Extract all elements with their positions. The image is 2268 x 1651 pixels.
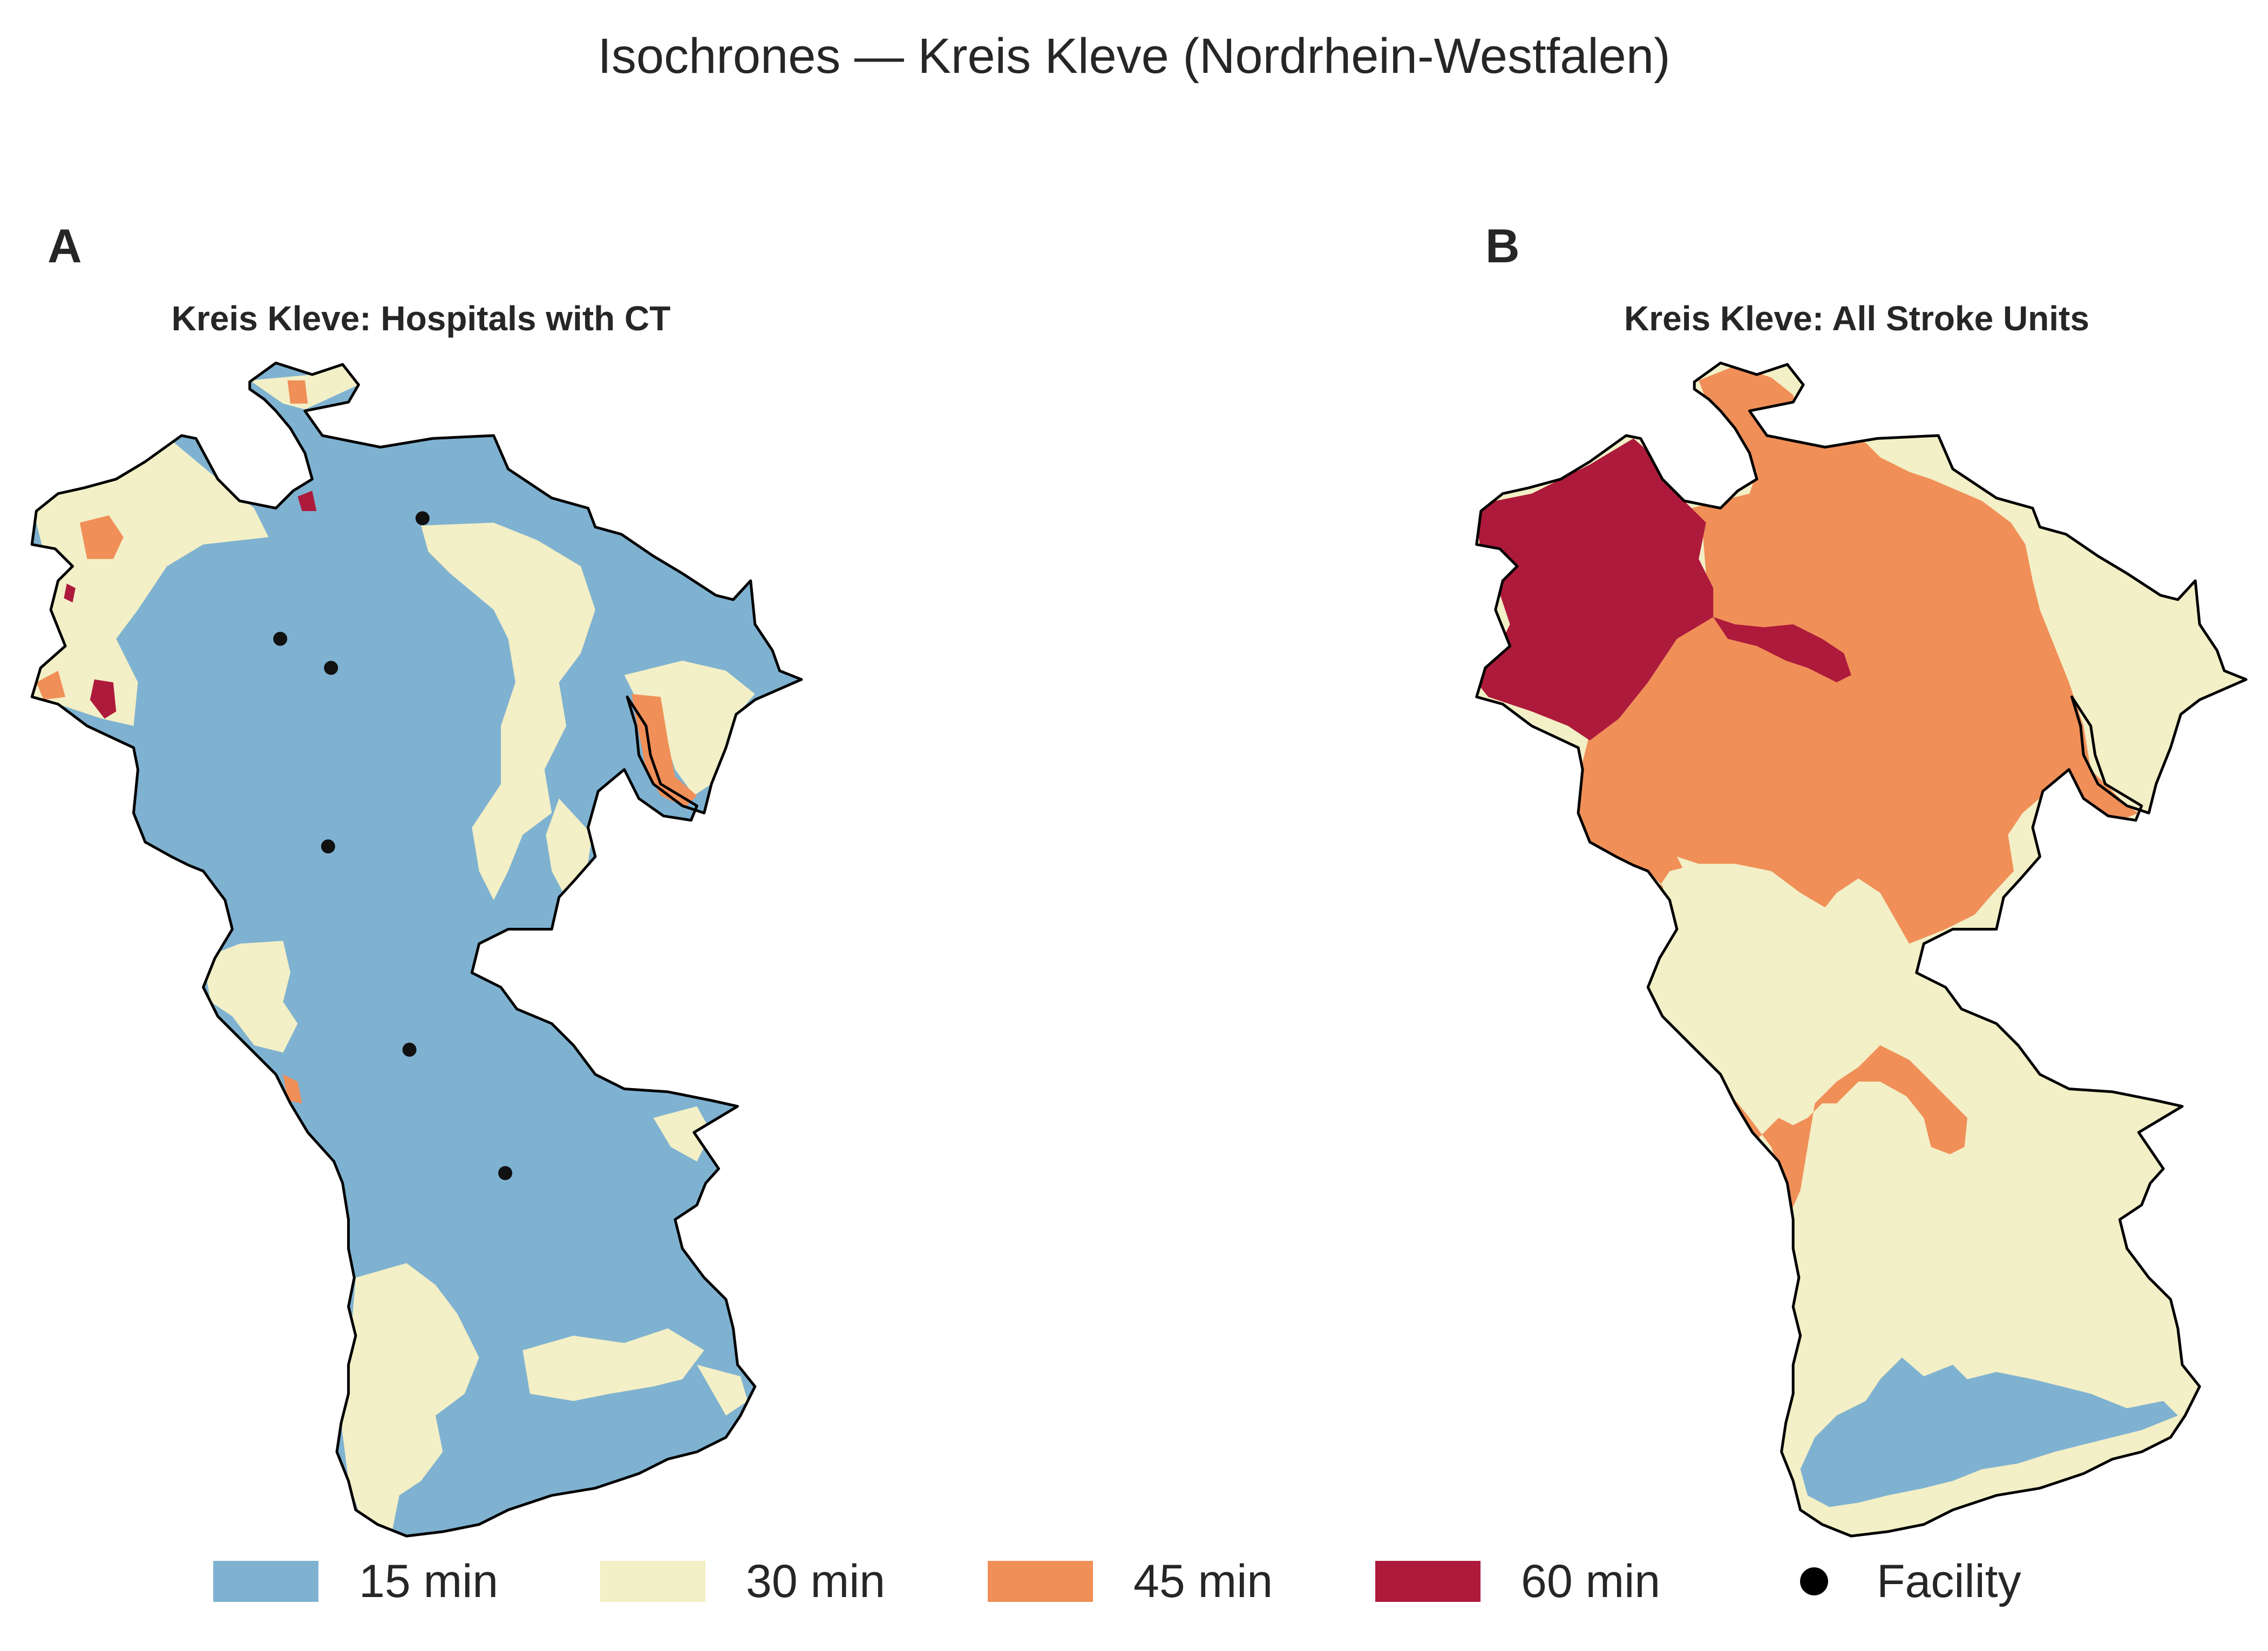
isochrone-60min-area-0 <box>1476 438 1714 740</box>
panel-b-title: Kreis Kleve: All Stroke Units <box>1624 299 2089 338</box>
isochrone-30min-area-9 <box>697 1364 748 1416</box>
isochrone-30min-area-2 <box>421 522 595 900</box>
isochrone-60min-area-1 <box>1713 617 1851 683</box>
isochrone-60min-area-0 <box>90 679 117 719</box>
legend-label-facility: Facility <box>1877 1555 2021 1607</box>
legend-swatch-30 <box>600 1561 705 1602</box>
legend-label-60: 60 min <box>1521 1555 1661 1607</box>
legend-item-15: 15 min <box>213 1554 498 1608</box>
legend: 15 min 30 min 45 min 60 min Facility <box>0 1554 2268 1619</box>
facility-marker-5 <box>402 1042 417 1057</box>
isochrone-30min-corridor-0 <box>1676 857 1837 923</box>
facility-marker-3 <box>324 661 338 675</box>
facility-marker-icon <box>1800 1567 1828 1595</box>
facility-marker-4 <box>321 839 335 854</box>
map-panel-a <box>30 362 803 1538</box>
isochrone-45min-area-0 <box>1578 365 2139 1220</box>
facility-marker-1 <box>415 511 430 526</box>
facility-marker-6 <box>498 1166 513 1180</box>
facility-marker-2 <box>273 631 288 646</box>
district-outline <box>1475 362 2247 1538</box>
map-panel-b <box>1475 362 2247 1538</box>
isochrone-30min-area-3 <box>624 661 755 796</box>
legend-item-30: 30 min <box>600 1554 885 1608</box>
panel-a-title: Kreis Kleve: Hospitals with CT <box>171 299 671 338</box>
district-outline <box>30 362 803 1538</box>
isochrone-15min-area-0 <box>1800 1357 2178 1507</box>
isochrone-45min-area-3 <box>287 380 308 404</box>
isochrone-30min-area-0 <box>32 443 269 726</box>
isochrone-30min-area-5 <box>203 941 298 1053</box>
legend-swatch-60 <box>1375 1561 1481 1602</box>
panel-a-letter: A <box>47 219 82 273</box>
legend-label-45: 45 min <box>1133 1555 1273 1607</box>
legend-item-45: 45 min <box>988 1554 1273 1608</box>
legend-label-15: 15 min <box>359 1555 499 1607</box>
isochrone-45min-area-0 <box>79 515 124 559</box>
isochrone-15min-area <box>32 363 802 1536</box>
isochrone-30min-area-8 <box>522 1328 704 1401</box>
legend-swatch-45 <box>988 1561 1093 1602</box>
legend-item-60: 60 min <box>1375 1554 1660 1608</box>
isochrone-45min-area-1 <box>36 670 65 700</box>
isochrone-30min-area-7 <box>341 1263 479 1532</box>
isochrone-60min-area-2 <box>297 491 317 511</box>
legend-item-facility: Facility <box>1762 1554 2021 1608</box>
figure-title: Isochrones — Kreis Kleve (Nordrhein-West… <box>597 29 1671 84</box>
isochrone-30min-area-6 <box>653 1106 712 1161</box>
panel-b-letter: B <box>1485 219 1520 273</box>
isochrone-30min-area-4 <box>546 798 593 893</box>
legend-swatch-15 <box>213 1561 318 1602</box>
legend-label-30: 30 min <box>746 1555 886 1607</box>
isochrone-60min-area-1 <box>64 583 76 603</box>
isochrone-45min-area-2 <box>631 694 697 807</box>
